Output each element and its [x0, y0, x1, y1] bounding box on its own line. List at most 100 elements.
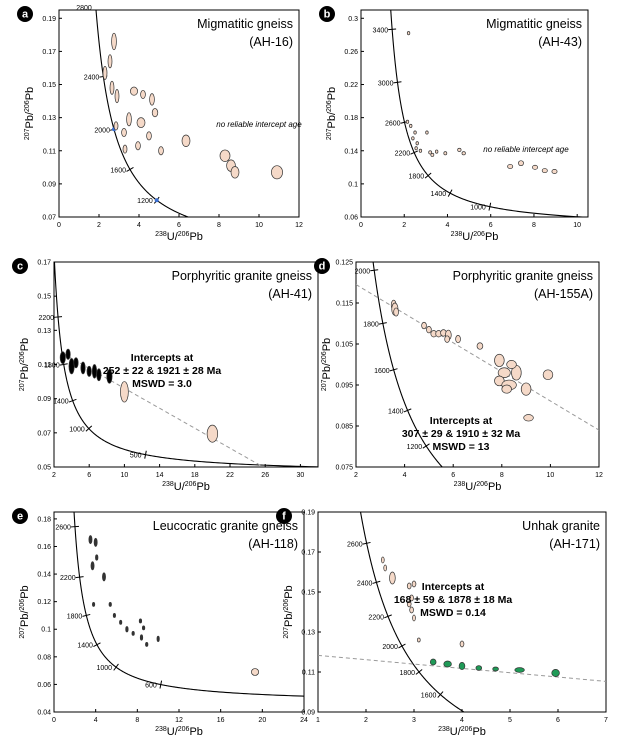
y-tick-label: 0.14 [344, 148, 358, 155]
x-tick-label: 2 [364, 717, 368, 724]
data-ellipse [73, 357, 79, 369]
data-ellipse [461, 151, 466, 156]
concordia-age-label: 1800 [67, 613, 83, 620]
panel-f: 1 2 3 4 5 6 7 0.09 0.11 0.13 0.15 0.17 0.19 238U/206P… [276, 508, 608, 738]
concordia-age-tick [54, 316, 63, 318]
data-ellipse [457, 147, 462, 152]
concordia-age-label: 2000 [94, 127, 110, 134]
concordia-age-label: 2800 [76, 5, 92, 12]
data-ellipse [411, 580, 417, 588]
concordia-age-label: 2000 [382, 644, 398, 651]
concordia-age-label: 1400 [388, 408, 404, 415]
data-ellipse [406, 31, 411, 36]
x-tick-label: 2 [402, 222, 406, 229]
concordia-age-tick [93, 642, 101, 647]
data-ellipse [412, 614, 416, 622]
concordia-age-tick [410, 150, 419, 155]
y-tick-label: 0.13 [42, 115, 56, 122]
annotation-text: no reliable intercept age [483, 145, 569, 154]
concordia-age-label: 500 [130, 453, 142, 460]
y-tick-label: 0.15 [301, 590, 315, 597]
x-tick-label: 2 [354, 472, 358, 479]
concordia-age-tick [447, 189, 453, 197]
data-ellipse [140, 89, 146, 99]
data-ellipse [406, 582, 412, 590]
concordia-age-tick [389, 368, 398, 372]
intercept-annotation-line: MSWD = 13 [433, 441, 490, 453]
data-ellipse [86, 365, 92, 377]
panel-letter: b [324, 9, 331, 21]
x-tick-label: 2 [52, 472, 56, 479]
panel-sample-id: (AH-118) [248, 537, 298, 551]
concordia-age-label: 1600 [374, 368, 390, 375]
data-ellipse [435, 149, 439, 154]
data-ellipse [138, 618, 143, 624]
panel-letter-badge [319, 6, 335, 22]
concordia-age-tick [159, 680, 163, 689]
data-ellipse [443, 660, 452, 668]
concordia-age-label: 1000 [96, 665, 112, 672]
plot-frame [317, 511, 607, 713]
y-axis-label: 207Pb/206Pb [24, 87, 36, 140]
data-ellipse [90, 561, 95, 571]
data-ellipse [459, 640, 465, 648]
data-ellipse [92, 601, 96, 607]
x-tick-label: 10 [255, 222, 263, 229]
data-ellipse [141, 625, 146, 631]
data-ellipse [411, 136, 415, 141]
y-tick-label: 0.18 [344, 115, 358, 122]
data-ellipse [93, 537, 98, 547]
y-tick-label: 0.06 [37, 682, 51, 689]
concordia-age-label: 2200 [395, 151, 411, 158]
data-ellipse [130, 86, 138, 96]
x-tick-label: 0 [52, 717, 56, 724]
data-ellipse [109, 80, 115, 95]
concordia-age-tick [126, 167, 134, 172]
x-tick-label: 12 [595, 472, 603, 479]
x-tick-label: 8 [217, 222, 221, 229]
x-axis-label: 238U/206Pb [162, 481, 210, 493]
data-ellipse [114, 89, 120, 104]
data-ellipse [68, 358, 75, 375]
y-tick-label: 0.1 [348, 181, 358, 188]
panel-sample-id: (AH-43) [538, 35, 582, 49]
concordia-age-label: 1800 [44, 362, 60, 369]
panel-b: 0 2 4 6 8 10 0.06 0.1 0.14 0.18 0.22 0.26 0.3 238U/20… [319, 6, 589, 243]
data-ellipse [551, 169, 558, 174]
concordia-age-tick [437, 691, 444, 698]
x-tick-label: 14 [156, 472, 164, 479]
data-ellipse [425, 130, 429, 135]
panel-title: Unhak granite [522, 519, 600, 533]
x-tick-label: 3 [412, 717, 416, 724]
data-ellipse [145, 641, 149, 647]
x-tick-label: 4 [460, 717, 464, 724]
data-ellipse [383, 564, 387, 572]
x-tick-label: 8 [500, 472, 504, 479]
data-ellipse [551, 669, 560, 677]
data-ellipse [406, 600, 412, 608]
concordia-age-tick [384, 614, 392, 619]
y-axis-label: 207Pb/206Pb [326, 87, 338, 140]
y-tick-label: 0.05 [37, 465, 51, 472]
x-tick-label: 10 [121, 472, 129, 479]
data-ellipse [492, 666, 499, 672]
x-axis-label: 238U/206Pb [454, 481, 502, 493]
concordia-age-label: 1200 [137, 198, 153, 205]
data-ellipse [409, 123, 413, 128]
data-ellipse [65, 348, 71, 360]
data-ellipse [514, 667, 525, 673]
concordia-marker [154, 198, 159, 203]
concordia-age-label: 2200 [60, 575, 76, 582]
panel-a: 0 2 4 6 8 10 12 0.07 0.09 0.11 0.13 0.15 0.17 0.19 238… [17, 5, 303, 243]
y-tick-label: 0.17 [42, 49, 56, 56]
intercept-annotation-line: Intercepts at [422, 581, 485, 593]
x-tick-label: 10 [573, 222, 581, 229]
y-tick-label: 0.105 [335, 342, 353, 349]
data-ellipse [506, 360, 517, 369]
data-ellipse [476, 342, 484, 350]
panel-letter: e [17, 511, 23, 523]
panel-title: Porphyritic granite gneiss [453, 269, 593, 283]
y-tick-label: 0.1 [41, 627, 51, 634]
data-ellipse [206, 424, 219, 443]
data-ellipse [136, 117, 146, 128]
